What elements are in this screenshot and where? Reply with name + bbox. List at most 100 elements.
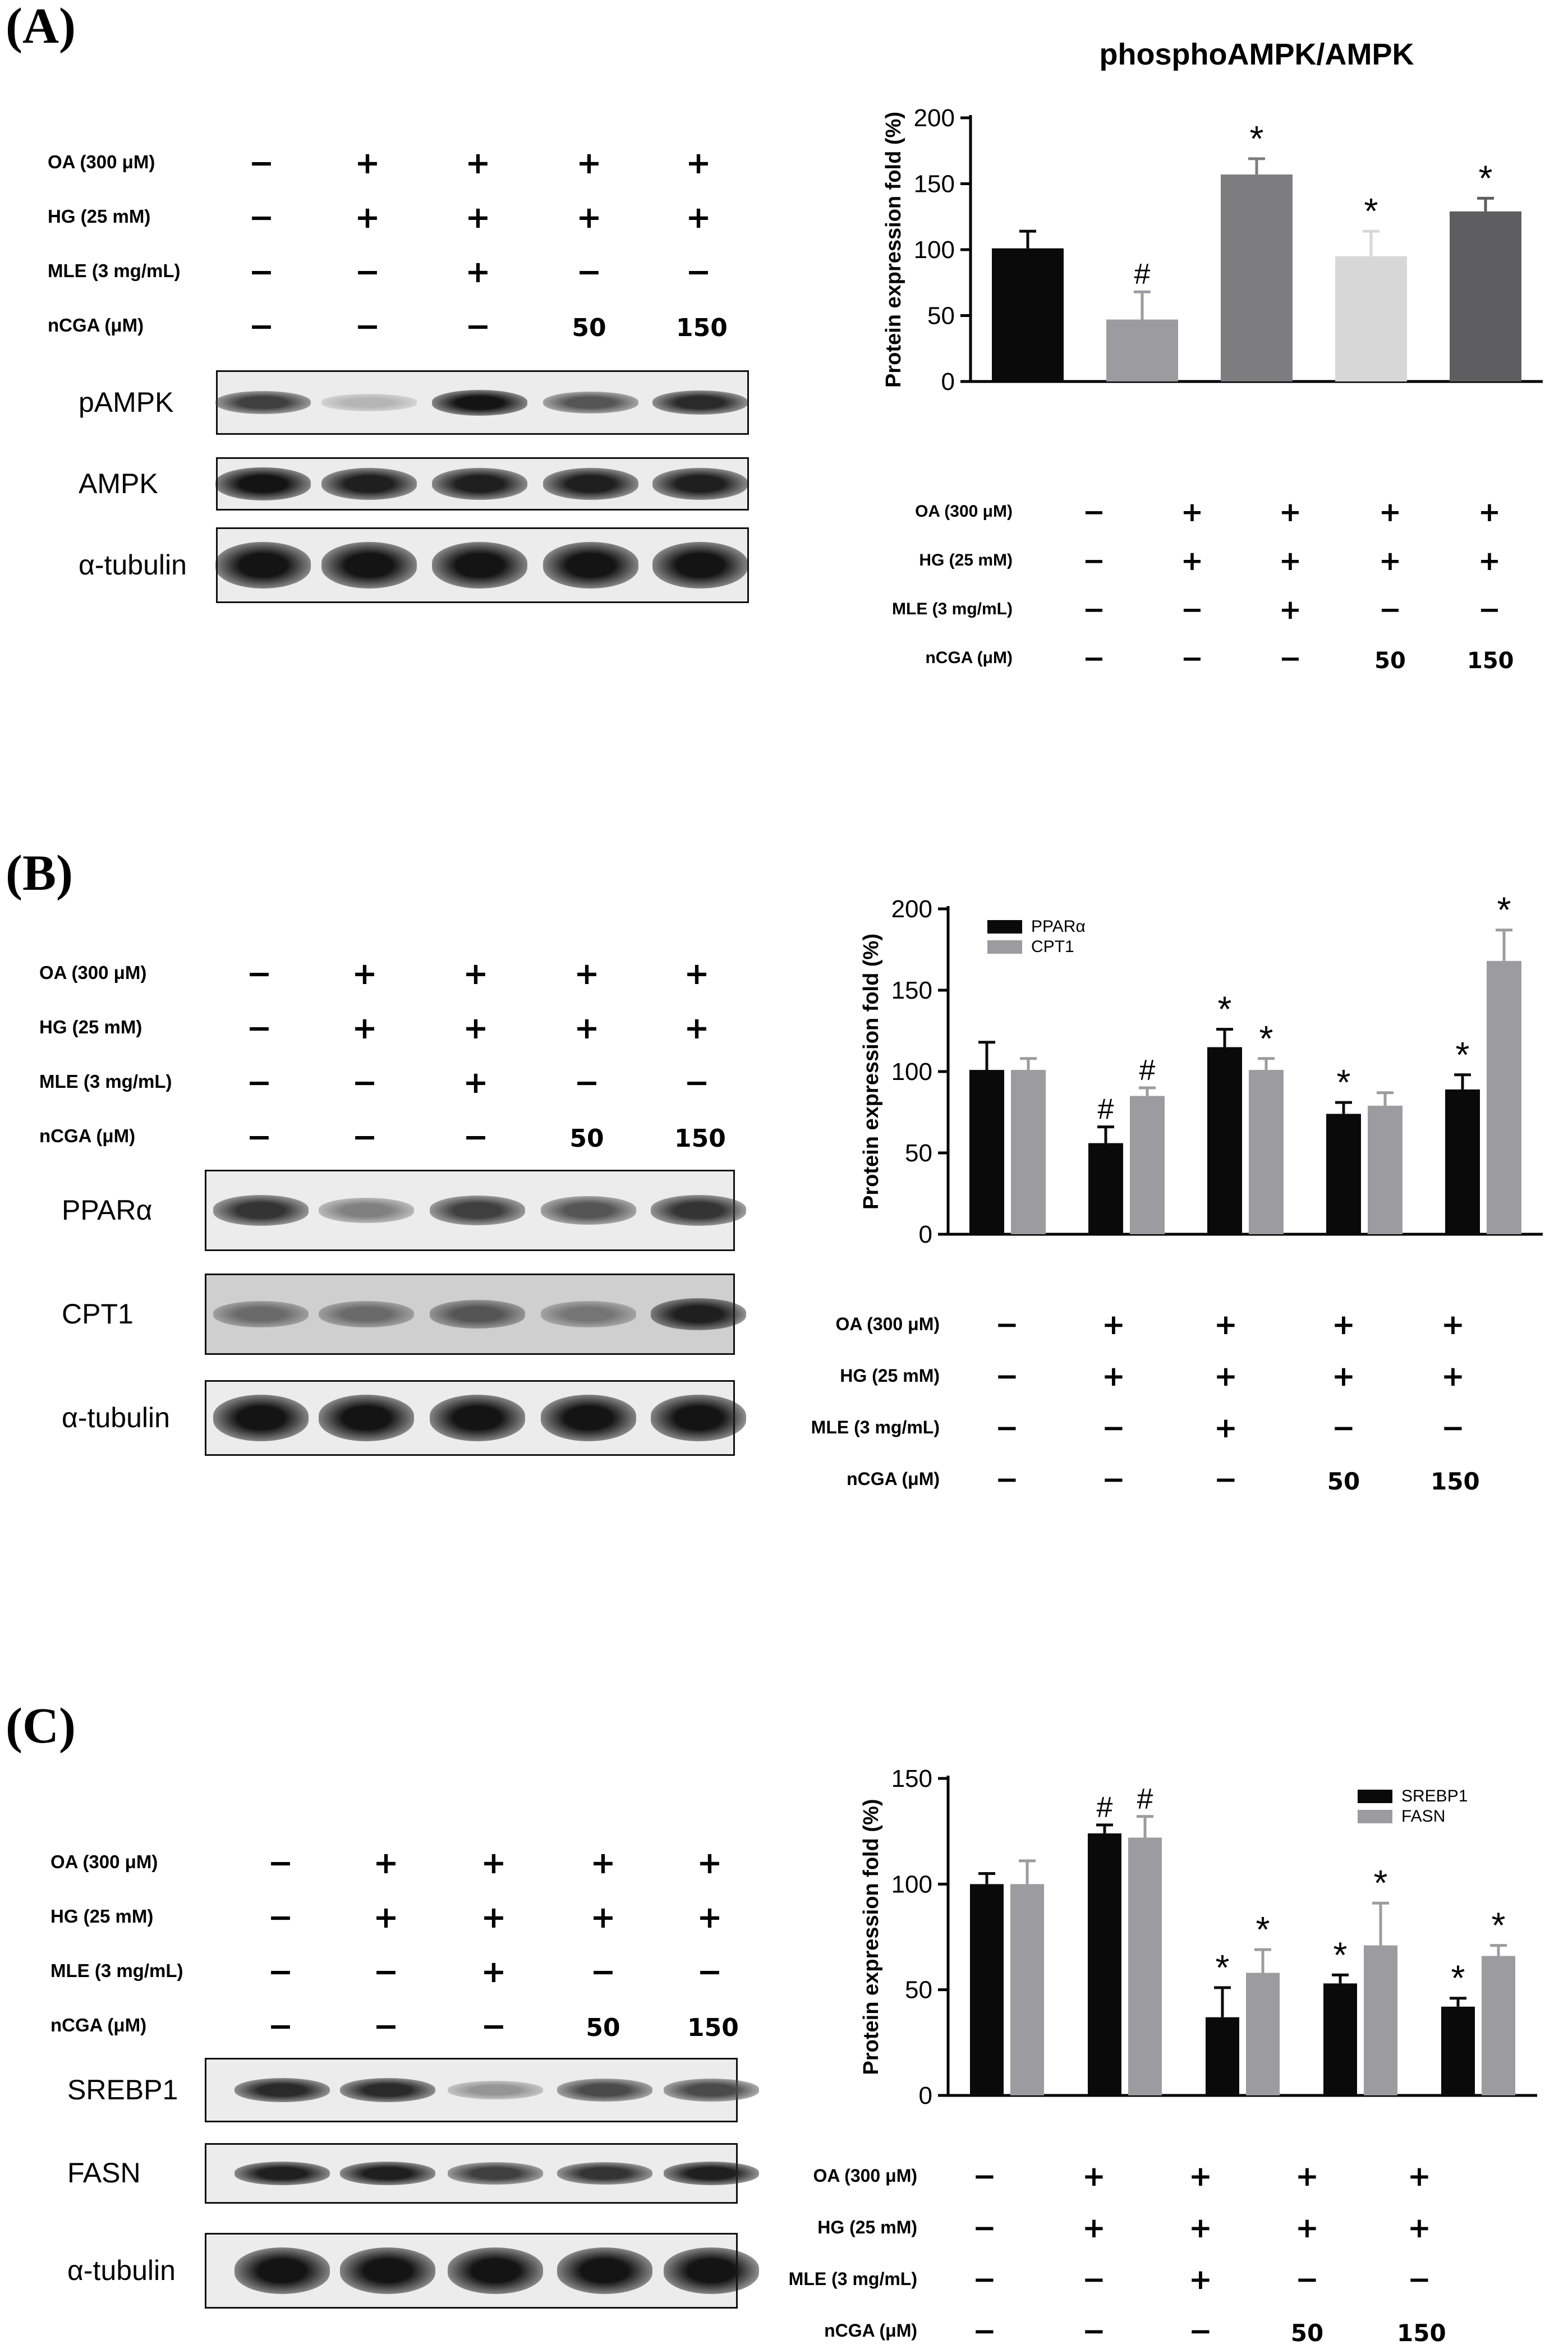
treatment-value-a-chart: − <box>1082 594 1106 626</box>
chart-phospho-ampk: phosphoAMPK/AMPK 0 50 100 150 200 Protein expr… <box>882 38 1543 396</box>
y-axis-label: Protein expression fold (%) <box>859 1799 883 2075</box>
treatment-value-a-blot: − <box>249 145 274 181</box>
treatment-value-b-chart: − <box>1332 1412 1355 1444</box>
treatment-label-c-chart: OA (300 μM) <box>813 2166 917 2186</box>
significance-mark: * <box>1479 158 1493 198</box>
treatment-value-b-chart: + <box>1332 1308 1355 1341</box>
bar <box>1368 1105 1403 1234</box>
treatment-value-b-blot: + <box>574 1010 600 1046</box>
significance-mark: # <box>1134 258 1151 291</box>
panel-letter-b: (B) <box>6 845 73 901</box>
treatment-value-a-chart: + <box>1279 594 1302 626</box>
treatment-value-a-chart: + <box>1478 497 1501 528</box>
blot-tubulin <box>215 527 749 603</box>
blot-band <box>652 467 748 500</box>
bar <box>1088 1833 1121 2095</box>
blot-band <box>664 2079 759 2102</box>
bar <box>969 1070 1004 1234</box>
bar <box>1128 1837 1162 2095</box>
treatment-value-a-chart: + <box>1279 545 1302 577</box>
significance-mark: * <box>1337 1062 1351 1102</box>
blot-band <box>340 2077 435 2103</box>
blot-band <box>213 1300 309 1328</box>
blot-band <box>448 2162 543 2185</box>
treatment-value-b-blot: − <box>246 956 272 991</box>
bar <box>1487 960 1521 1234</box>
bar <box>1364 1945 1397 2095</box>
blot-label: AMPK <box>79 467 158 499</box>
significance-mark: * <box>1374 1863 1388 1903</box>
treatment-value-a-blot: + <box>686 145 711 181</box>
bar <box>1130 1096 1165 1234</box>
treatment-value-b-blot: 50 <box>569 1124 604 1153</box>
treatment-value-b-blot: − <box>574 1065 600 1100</box>
blot-label: SREBP1 <box>67 2074 178 2106</box>
treatment-value-c-blot: − <box>481 2008 507 2044</box>
bar <box>1207 1047 1242 1234</box>
treatment-value-b-blot: − <box>246 1119 272 1155</box>
treatment-value-a-blot: − <box>249 254 274 289</box>
blot-band <box>448 2080 543 2100</box>
bar <box>1323 1983 1357 2095</box>
treatment-value-b-blot: − <box>352 1119 378 1155</box>
treatment-value-b-blot: − <box>246 1065 272 1100</box>
significance-mark: * <box>1216 1947 1230 1988</box>
bar <box>1482 1956 1515 2095</box>
treatment-value-b-chart: + <box>1214 1360 1238 1392</box>
treatment-value-a-blot: + <box>576 145 602 181</box>
y-tick-label: 100 <box>891 1058 932 1086</box>
treatment-value-c-chart: − <box>1408 2263 1431 2296</box>
treatment-value-b-blot: + <box>352 1010 378 1046</box>
treatment-value-a-blot: − <box>249 200 274 235</box>
treatment-value-a-chart: + <box>1180 497 1204 528</box>
legend-swatch <box>987 940 1022 954</box>
blot-ppar <box>205 1170 746 1251</box>
treatment-value-c-chart: − <box>973 2263 996 2296</box>
treatment-value-b-chart: − <box>1102 1412 1125 1444</box>
treatment-value-a-chart: − <box>1180 594 1204 626</box>
treatment-value-a-blot: + <box>355 145 380 181</box>
treatment-label-c-blot: nCGA (μM) <box>50 2015 147 2035</box>
treatment-value-a-blot: + <box>576 200 602 235</box>
y-axis-label: Protein expression fold (%) <box>859 934 883 1210</box>
legend-swatch <box>1358 1790 1392 1803</box>
treatment-value-c-blot: − <box>373 1954 399 1989</box>
significance-mark: * <box>1456 1035 1470 1075</box>
bar <box>1221 174 1293 381</box>
bar <box>992 248 1064 381</box>
blot-band <box>234 2077 330 2103</box>
treatment-value-c-blot: + <box>481 1954 507 1989</box>
blot-fasn <box>205 2143 759 2204</box>
treatment-value-c-blot: + <box>590 1845 616 1881</box>
treatment-value-a-chart: − <box>1279 643 1302 674</box>
blot-band <box>215 467 311 500</box>
bar <box>1450 211 1521 381</box>
treatment-value-c-chart: + <box>1082 2160 1106 2192</box>
treatment-label-b-chart: MLE (3 mg/mL) <box>811 1417 940 1437</box>
treatment-value-a-blot: − <box>355 254 380 289</box>
treatment-value-b-blot: + <box>463 1065 489 1100</box>
treatment-value-c-blot: − <box>268 1900 293 1935</box>
treatment-value-c-blot: + <box>590 1900 616 1935</box>
treatment-value-a-blot: − <box>465 309 491 344</box>
treatment-value-c-chart: + <box>1408 2212 1431 2244</box>
blot-label: CPT1 <box>62 1298 134 1330</box>
treatment-value-b-chart: − <box>1214 1463 1238 1496</box>
y-tick-label: 150 <box>891 1765 932 1792</box>
y-tick-label: 100 <box>891 1870 932 1898</box>
treatment-value-c-chart: + <box>1295 2160 1319 2192</box>
treatment-value-b-chart: + <box>1214 1308 1238 1341</box>
treatment-label-b-chart: HG (25 mM) <box>840 1366 940 1386</box>
blot-band <box>432 467 527 500</box>
legend-swatch <box>1358 1810 1392 1823</box>
treatment-label-a-blot: OA (300 μM) <box>48 151 155 172</box>
treatment-value-b-blot: + <box>684 956 710 991</box>
significance-mark: * <box>1256 1909 1270 1950</box>
significance-mark: # <box>1139 1054 1156 1087</box>
treatment-value-c-chart: − <box>1082 2315 1106 2347</box>
treatment-value-c-blot: + <box>373 1900 399 1935</box>
treatment-label-c-chart: MLE (3 mg/mL) <box>788 2269 917 2289</box>
treatment-value-c-chart: + <box>1189 2212 1212 2244</box>
significance-mark: * <box>1259 1018 1273 1059</box>
treatment-value-c-chart: + <box>1295 2212 1319 2244</box>
